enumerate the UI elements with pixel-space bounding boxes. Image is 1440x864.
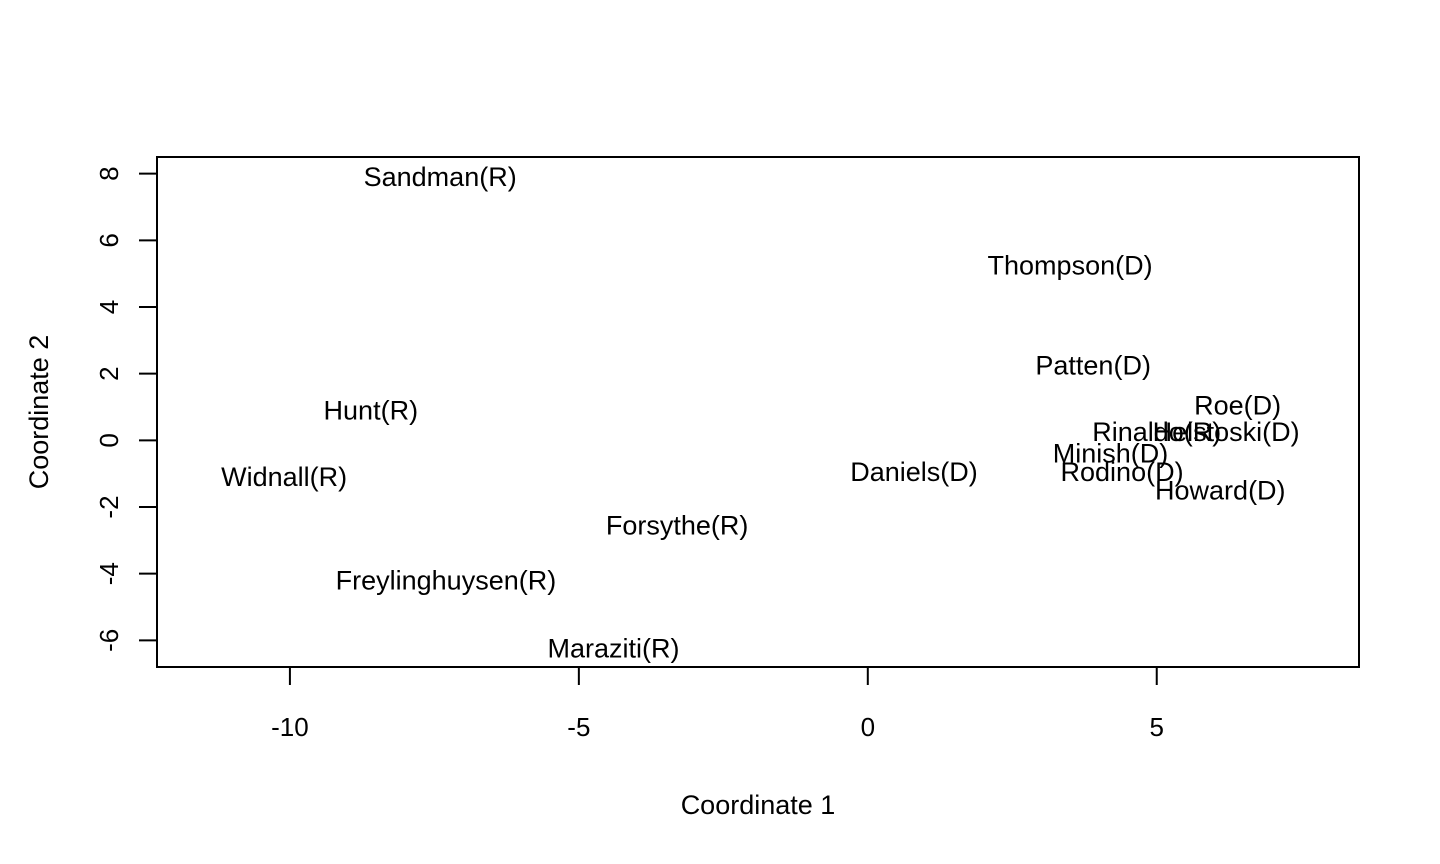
- point-label: Maraziti(R): [548, 634, 680, 664]
- point-label: Rinaldo(R): [1092, 417, 1221, 447]
- x-axis: -10 -5 0 5: [271, 666, 1164, 742]
- y-axis: -6 -4 -2 0 2 4 6 8: [94, 166, 158, 652]
- y-tick-label: 8: [94, 166, 124, 180]
- y-tick-label: 0: [94, 433, 124, 447]
- y-tick-label: 4: [94, 300, 124, 314]
- y-axis-label: Coordinate 2: [24, 335, 54, 490]
- point-labels: Sandman(R) Thompson(D) Patten(D) Roe(D)Hels…: [221, 162, 1299, 664]
- y-tick-label: -6: [94, 629, 124, 652]
- point-label: Daniels(D): [850, 457, 978, 487]
- point-label: Hunt(R): [324, 395, 419, 425]
- y-tick-label: 2: [94, 366, 124, 380]
- y-tick-label: -4: [94, 562, 124, 585]
- point-label: Forsythe(R): [606, 510, 749, 540]
- point-label: Thompson(D): [988, 250, 1153, 280]
- point-label: Minish(D): [1053, 439, 1169, 469]
- y-tick-label: 6: [94, 233, 124, 247]
- point-label: Roe(D): [1194, 390, 1281, 420]
- x-tick-label: -10: [271, 712, 309, 742]
- point-label: Howard(D): [1155, 475, 1286, 505]
- point-label: Rodino(D): [1061, 457, 1184, 487]
- point-label: Widnall(R): [221, 462, 347, 492]
- point-label: Sandman(R): [364, 162, 517, 192]
- point-label: Helstoski(D): [1153, 417, 1300, 447]
- point-label: Freylinghuysen(R): [336, 565, 557, 595]
- x-tick-label: 5: [1150, 712, 1164, 742]
- x-axis-label: Coordinate 1: [681, 790, 836, 820]
- x-tick-label: -5: [567, 712, 590, 742]
- point-label: Patten(D): [1035, 350, 1151, 380]
- y-tick-label: -2: [94, 495, 124, 518]
- x-tick-label: 0: [861, 712, 875, 742]
